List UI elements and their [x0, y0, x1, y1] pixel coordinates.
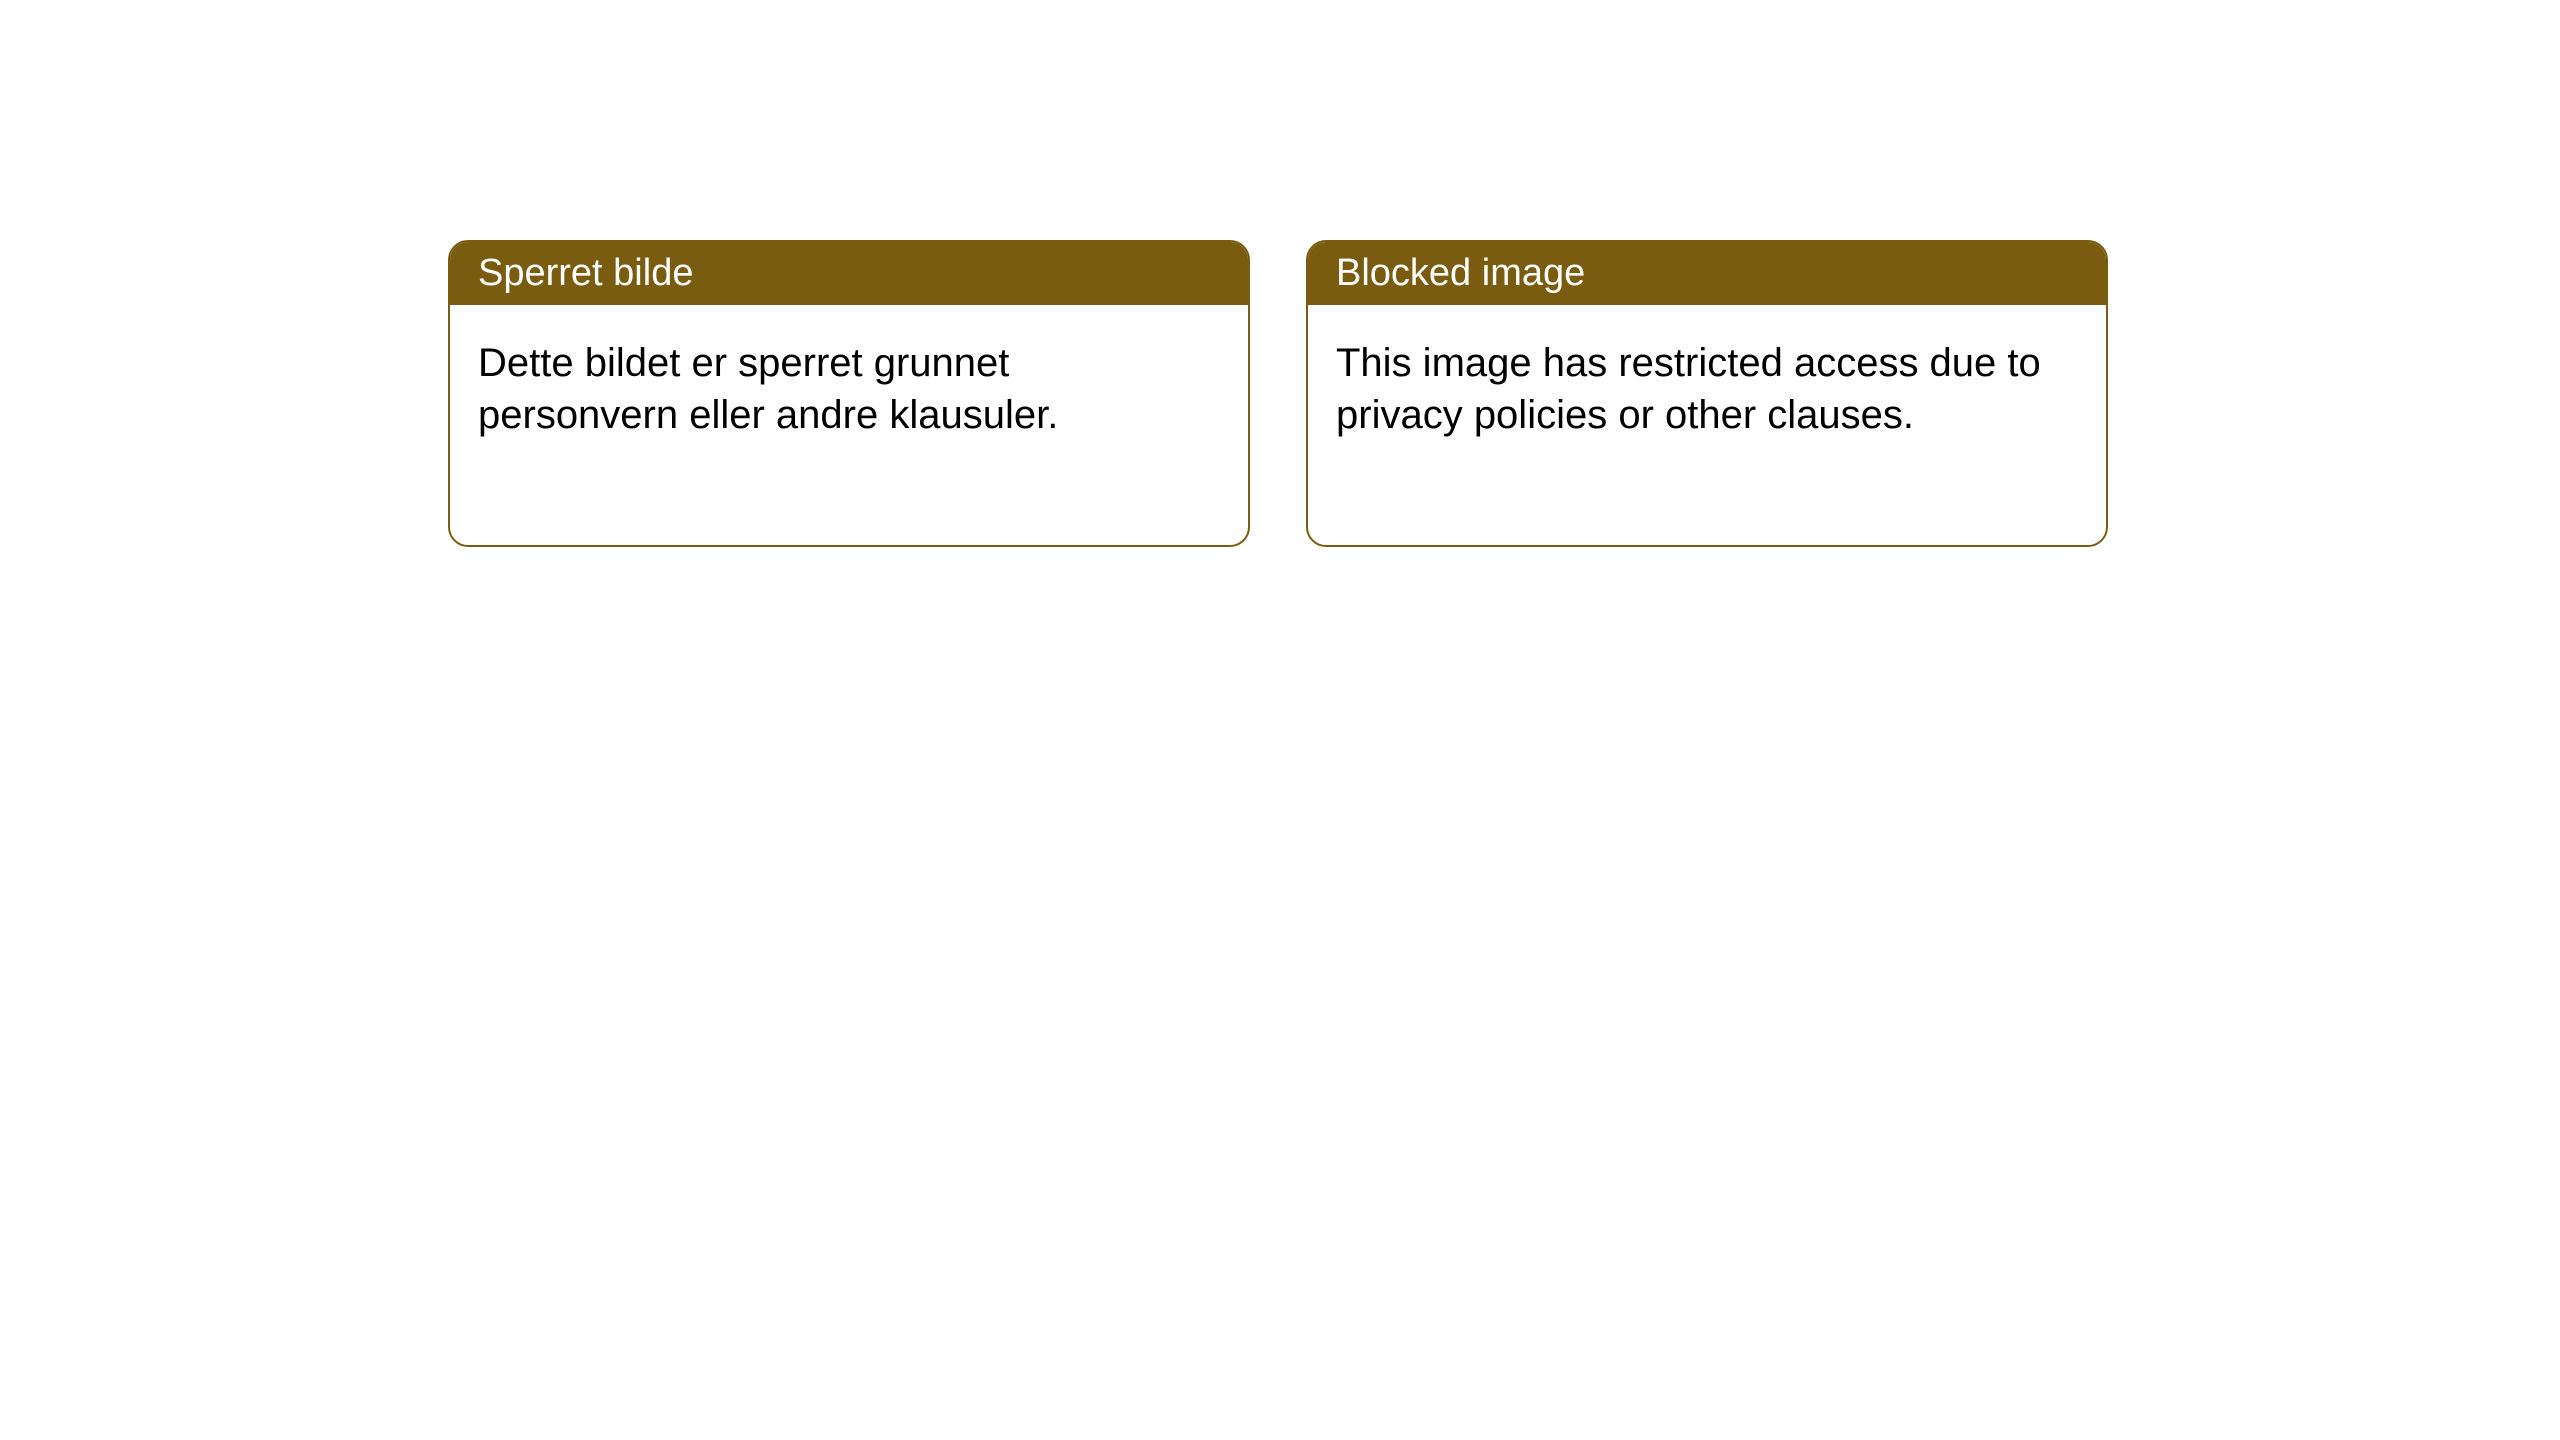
card-title: Sperret bilde: [478, 252, 693, 294]
card-title: Blocked image: [1336, 252, 1585, 294]
card-text: This image has restricted access due to …: [1336, 337, 2078, 441]
card-text: Dette bildet er sperret grunnet personve…: [478, 337, 1220, 441]
notice-card-norwegian: Sperret bilde Dette bildet er sperret gr…: [448, 240, 1250, 547]
card-body: Dette bildet er sperret grunnet personve…: [450, 305, 1248, 545]
card-body: This image has restricted access due to …: [1308, 305, 2106, 545]
card-header: Sperret bilde: [450, 242, 1248, 305]
notice-cards-container: Sperret bilde Dette bildet er sperret gr…: [448, 240, 2108, 547]
card-header: Blocked image: [1308, 242, 2106, 305]
notice-card-english: Blocked image This image has restricted …: [1306, 240, 2108, 547]
